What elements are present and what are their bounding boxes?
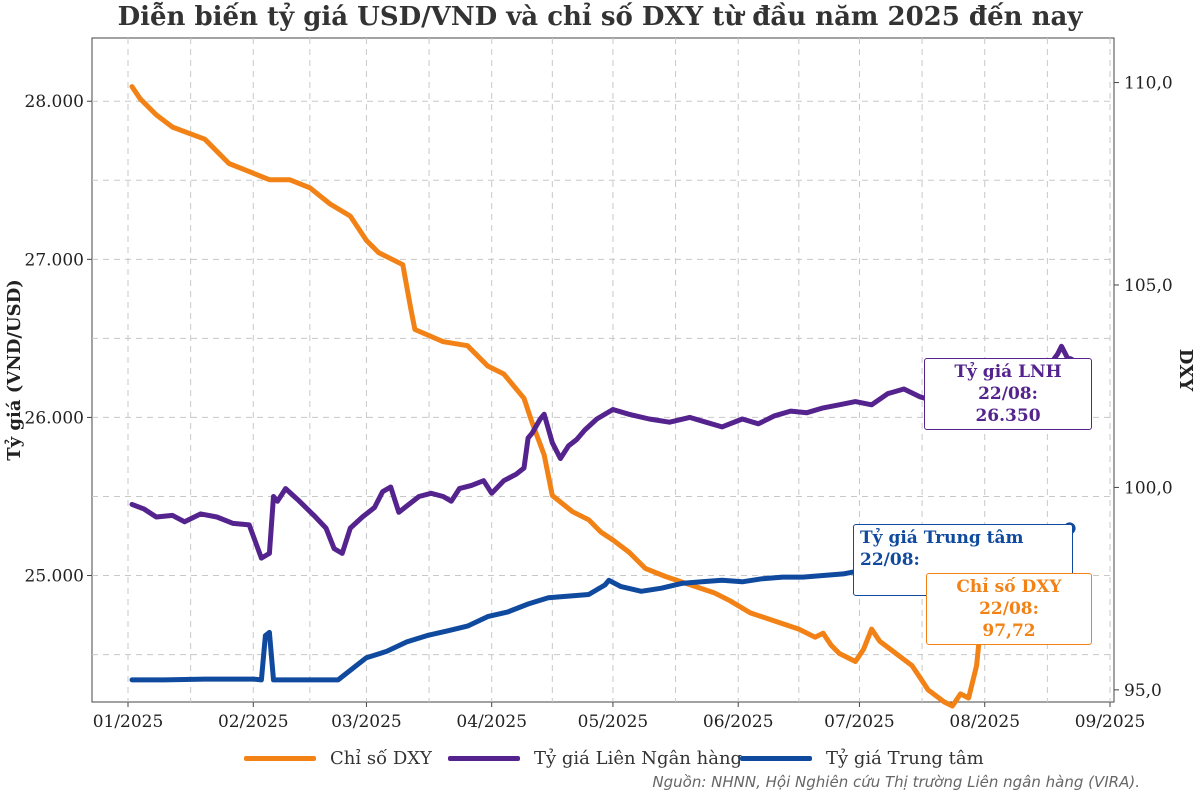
y-right-tick-label: 110,0: [1124, 74, 1173, 94]
y-right-axis-title: DXY: [1175, 349, 1196, 393]
y-left-axis-title: Tỷ giá (VND/USD): [3, 279, 25, 460]
legend-item-central: Tỷ giá Trung tâm: [740, 744, 984, 772]
x-tick-label: 07/2025: [824, 712, 895, 732]
legend-swatch-lnh: [448, 755, 520, 761]
x-tick-label: 06/2025: [703, 712, 774, 732]
callout-lnh-value: 26.350: [975, 406, 1041, 426]
y-left-tick-label: 28.000: [25, 92, 84, 112]
legend-swatch-central: [740, 755, 812, 761]
callout-lnh-title: Tỷ giá LNH 22/08:: [954, 362, 1062, 404]
y-left-tick-label: 27.000: [25, 250, 84, 270]
legend-label-lnh: Tỷ giá Liên Ngân hàng: [534, 747, 743, 769]
legend-swatch-dxy: [244, 755, 316, 761]
legend-item-dxy: Chỉ số DXY: [244, 744, 432, 772]
y-right-tick-label: 100,0: [1124, 478, 1173, 498]
y-right-tick-label: 95,0: [1124, 681, 1162, 701]
legend-item-lnh: Tỷ giá Liên Ngân hàng: [448, 744, 742, 772]
x-tick-label: 02/2025: [218, 712, 289, 732]
callout-dxy-value: 97,72: [982, 621, 1036, 641]
y-left-tick-label: 26.000: [25, 408, 84, 428]
callout-dxy-title: Chỉ số DXY 22/08:: [956, 577, 1062, 619]
legend: Chỉ số DXY Tỷ giá Liên Ngân hàng Tỷ giá …: [0, 744, 1200, 772]
legend-label-dxy: Chỉ số DXY: [330, 747, 432, 769]
x-tick-label: 04/2025: [456, 712, 527, 732]
x-tick-label: 09/2025: [1075, 712, 1146, 732]
y-left-tick-label: 25.000: [25, 567, 84, 587]
series-line-lnh: [129, 343, 1073, 561]
y-right-tick-label: 105,0: [1124, 276, 1173, 296]
chart-title: Diễn biến tỷ giá USD/VND và chỉ số DXY t…: [117, 2, 1083, 32]
legend-label-central: Tỷ giá Trung tâm: [826, 747, 984, 769]
x-tick-label: 05/2025: [578, 712, 649, 732]
callout-central-title: Tỷ giá Trung tâm 22/08:: [860, 528, 1024, 570]
x-tick-label: 08/2025: [949, 712, 1020, 732]
callout-dxy: Chỉ số DXY 22/08: 97,72: [926, 573, 1092, 645]
source-note: Nguồn: NHNN, Hội Nghiên cứu Thị trường L…: [652, 773, 1140, 791]
x-tick-label: 01/2025: [93, 712, 164, 732]
x-tick-label: 03/2025: [331, 712, 402, 732]
series-line-dxy: [129, 84, 1073, 709]
callout-lnh: Tỷ giá LNH 22/08: 26.350: [924, 358, 1092, 430]
